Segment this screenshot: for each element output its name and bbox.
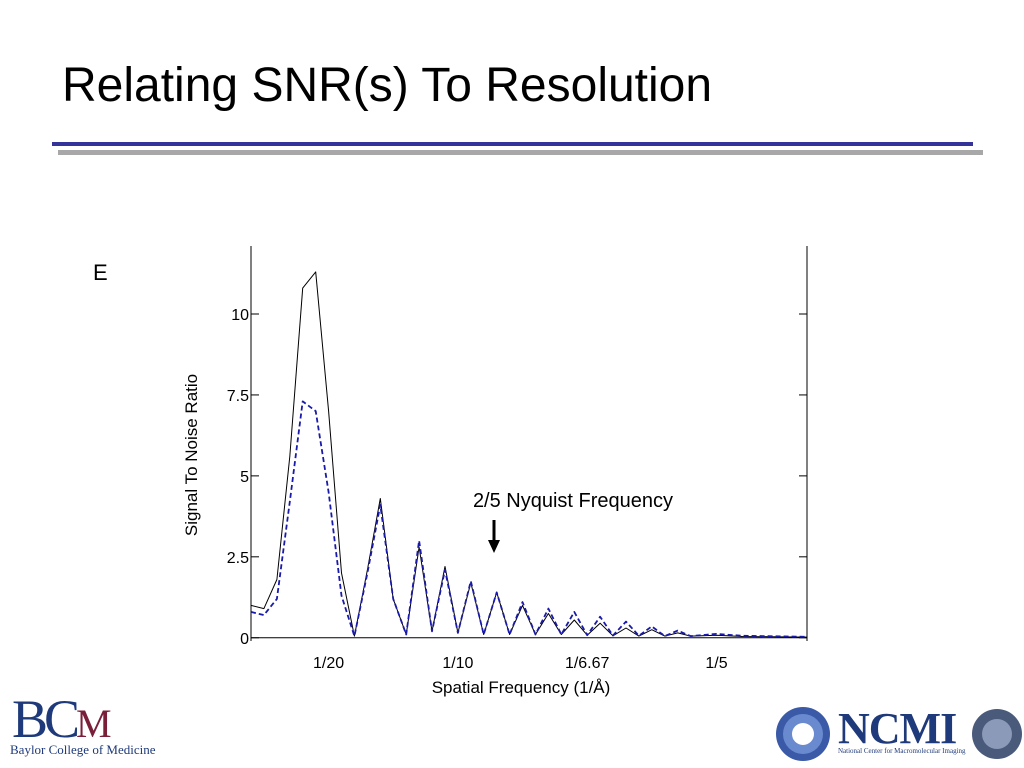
y-tick-label: 5: [240, 469, 249, 486]
bcm-logo-text: Baylor College of Medicine: [10, 742, 156, 757]
virus-icon: [972, 709, 1022, 759]
bcm-logo-mark: BCM: [12, 689, 112, 749]
ncmi-logo-text: National Center for Macromolecular Imagi…: [838, 747, 966, 755]
x-tick-label: 1/5: [705, 655, 727, 672]
annotation-label: 2/5 Nyquist Frequency: [473, 490, 673, 512]
labels-layer: 0 2.5 5 7.5 10 1/20 1/10 1/6.67 1/5 Spatial Frequ…: [182, 307, 728, 697]
panel-letter: E: [93, 260, 108, 285]
arrow-head-icon: [488, 540, 500, 553]
axes-layer: [250, 246, 808, 641]
title-rule-gray: [58, 150, 983, 155]
title-rule-blue: [52, 142, 973, 146]
bcm-logo: BCM Baylor College of Medicine: [10, 688, 170, 760]
virus-icon: [776, 707, 830, 761]
y-tick-label: 7.5: [227, 388, 249, 405]
y-tick-label: 0: [240, 631, 249, 648]
ncmi-logo-mark: NCMI: [838, 704, 957, 753]
series-line-1: [250, 400, 808, 638]
y-axis-label: Signal To Noise Ratio: [182, 374, 201, 536]
slide-title: Relating SNR(s) To Resolution: [62, 59, 713, 112]
x-tick-label: 1/10: [442, 655, 473, 672]
series-layer: [250, 271, 808, 638]
series-line-0: [250, 271, 808, 638]
ncmi-logo: NCMI National Center for Macromolecular …: [768, 703, 1022, 765]
y-tick-label: 2.5: [227, 550, 249, 567]
x-tick-label: 1/6.67: [565, 655, 610, 672]
y-tick-label: 10: [231, 307, 249, 324]
x-axis-label: Spatial Frequency (1/Å): [432, 678, 611, 697]
x-tick-label: 1/20: [313, 655, 344, 672]
